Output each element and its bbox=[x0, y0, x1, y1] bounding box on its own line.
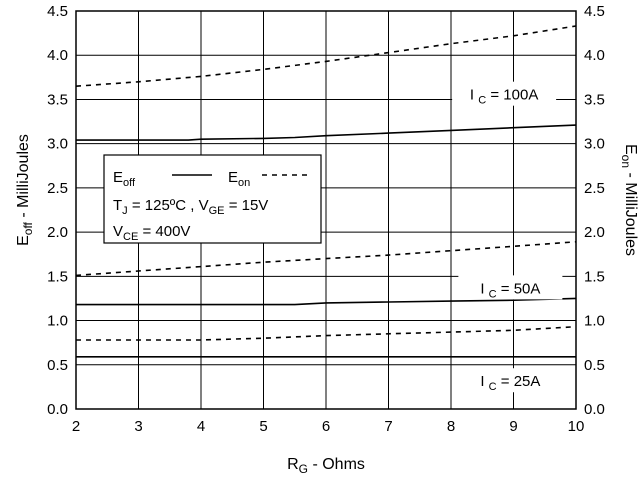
x-tick-label: 5 bbox=[259, 418, 267, 435]
y-tick-label-left: 3.0 bbox=[47, 136, 68, 153]
y-tick-label-left: 4.5 bbox=[47, 3, 68, 20]
y-tick-label-left: 2.5 bbox=[47, 180, 68, 197]
y-tick-label-right: 4.0 bbox=[584, 47, 605, 64]
plot-frame bbox=[75, 10, 577, 410]
series-eoff-100a bbox=[76, 124, 577, 141]
y-axis-label-left: Eoff - MilliJoules bbox=[15, 134, 35, 246]
y-tick-label-right: 0.5 bbox=[584, 357, 605, 374]
y-tick-label-left: 4.0 bbox=[47, 47, 68, 64]
legend-condition-tj-vge: TJ = 125ºC , VGE = 15V bbox=[113, 197, 268, 217]
y-tick-label-left: 1.5 bbox=[47, 268, 68, 285]
y-tick-label-right: 2.0 bbox=[584, 224, 605, 241]
x-tick-label: 7 bbox=[384, 418, 392, 435]
x-tick-label: 4 bbox=[197, 418, 205, 435]
annotation-bg bbox=[452, 81, 557, 106]
series-eon-50a bbox=[75, 241, 577, 277]
annotation-ic-100a: I C = 100A bbox=[470, 87, 538, 107]
y-axis-label-right: Eon - MilliJoules bbox=[619, 144, 639, 256]
x-axis-label: RG - Ohms bbox=[287, 456, 365, 476]
x-tick-label: 6 bbox=[322, 418, 330, 435]
y-tick-label-right: 1.5 bbox=[584, 268, 605, 285]
annotation-bg bbox=[458, 275, 563, 300]
legend-entry-eon: Eon bbox=[228, 169, 250, 189]
x-tick-label: 8 bbox=[447, 418, 455, 435]
series-eon-25a bbox=[76, 325, 577, 341]
annotation-ic-50a: I C = 50A bbox=[480, 280, 540, 300]
x-tick-label: 3 bbox=[134, 418, 142, 435]
series-eon-100a bbox=[75, 25, 577, 87]
legend-entry-eoff: Eoff bbox=[113, 169, 136, 189]
y-tick-label-right: 0.0 bbox=[584, 401, 605, 418]
x-tick-label: 9 bbox=[509, 418, 517, 435]
series-lines bbox=[75, 25, 577, 358]
annotations: I C = 100A I C = 50A I C = 25A bbox=[452, 81, 563, 393]
y-tick-label-right: 2.5 bbox=[584, 180, 605, 197]
y-tick-label-right: 3.0 bbox=[584, 136, 605, 153]
y-tick-label-left: 0.5 bbox=[47, 357, 68, 374]
annotation-ic-25a: I C = 25A bbox=[480, 373, 540, 393]
legend: Eoff Eon TJ = 125ºC , VGE = 15V VCE = 40… bbox=[103, 154, 322, 244]
legend-condition-vce: VCE = 400V bbox=[113, 223, 190, 243]
y-tick-label-left: 1.0 bbox=[47, 313, 68, 330]
y-tick-label-right: 1.0 bbox=[584, 313, 605, 330]
x-tick-label: 10 bbox=[568, 418, 585, 435]
y-tick-label-right: 3.5 bbox=[584, 91, 605, 108]
tick-labels: 2 3 4 5 6 7 8 9 100.0 0.00.5 0.51.0 1.01.5 1.52.0 2.0… bbox=[47, 3, 605, 435]
series-eoff-50a bbox=[76, 297, 577, 306]
annotation-bg bbox=[458, 368, 563, 393]
y-tick-label-left: 3.5 bbox=[47, 91, 68, 108]
y-tick-label-left: 2.0 bbox=[47, 224, 68, 241]
legend-box bbox=[103, 154, 322, 244]
x-tick-label: 2 bbox=[72, 418, 80, 435]
y-tick-label-left: 0.0 bbox=[47, 401, 68, 418]
y-tick-label-right: 4.5 bbox=[584, 3, 605, 20]
